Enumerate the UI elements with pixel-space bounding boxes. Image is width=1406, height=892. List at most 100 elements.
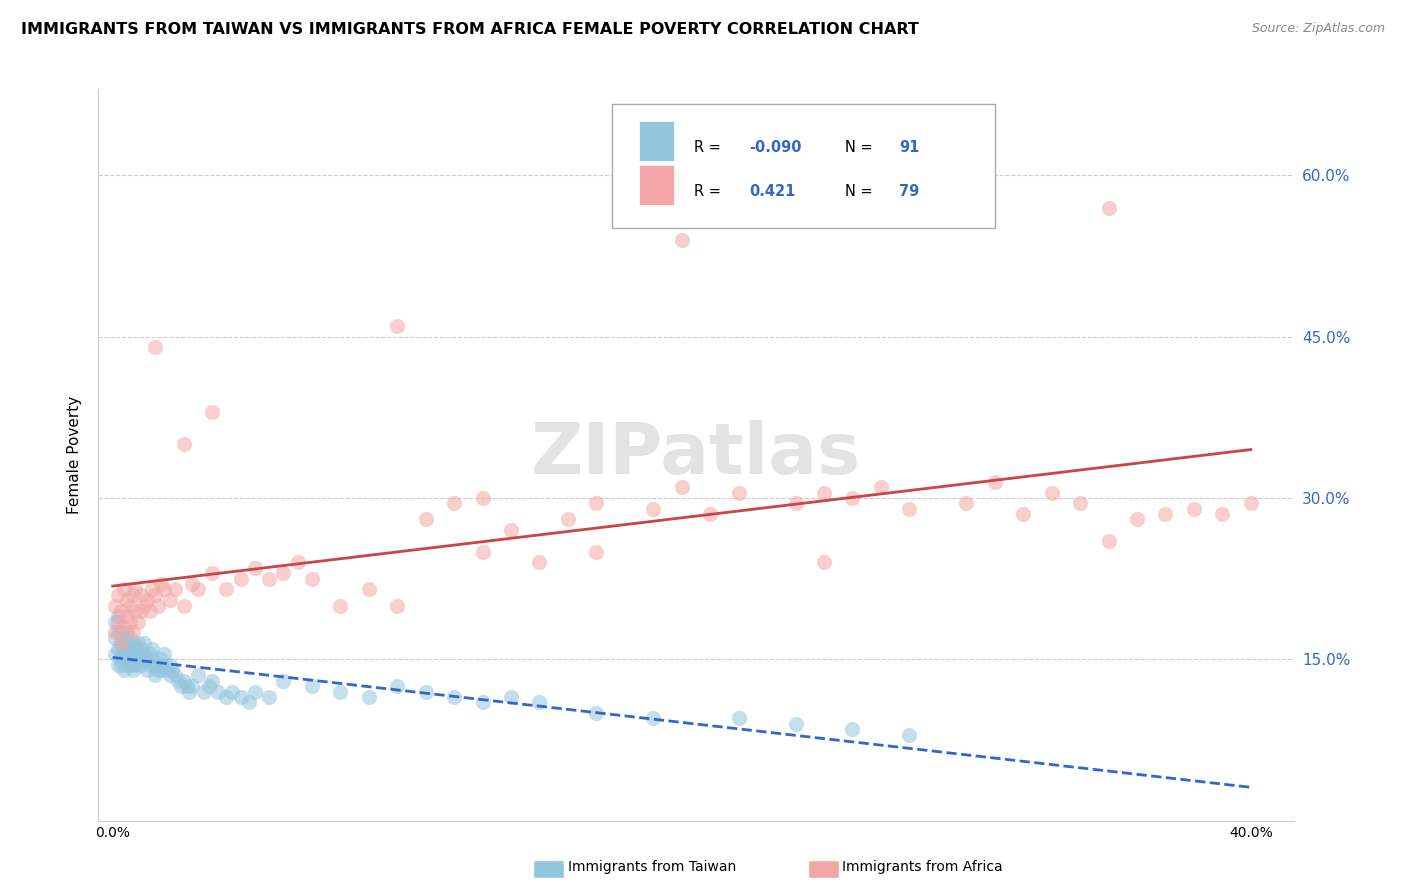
Text: ZIPatlas: ZIPatlas	[531, 420, 860, 490]
Point	[127, 636, 149, 650]
Point	[984, 475, 1007, 489]
Point	[159, 657, 181, 672]
Point	[115, 647, 138, 661]
Point	[167, 673, 190, 688]
Point	[557, 512, 579, 526]
Point	[215, 582, 238, 597]
Point	[329, 684, 352, 698]
Point	[118, 641, 141, 656]
Point	[181, 577, 204, 591]
Point	[727, 711, 749, 725]
Point	[129, 641, 152, 656]
Point	[138, 657, 160, 672]
Point	[132, 599, 155, 613]
Point	[1126, 512, 1149, 526]
Point	[153, 647, 176, 661]
Point	[162, 663, 184, 677]
Point	[385, 599, 409, 613]
Point	[287, 556, 309, 570]
Text: N =: N =	[845, 140, 877, 155]
Point	[141, 582, 163, 597]
Point	[110, 604, 132, 618]
Point	[243, 561, 266, 575]
Point	[115, 609, 138, 624]
Point	[115, 636, 138, 650]
Point	[170, 679, 193, 693]
Point	[150, 577, 173, 591]
Point	[115, 625, 138, 640]
Point	[129, 652, 152, 666]
Point	[132, 636, 155, 650]
Point	[107, 625, 129, 640]
Point	[165, 668, 187, 682]
Point	[121, 663, 143, 677]
Point	[118, 657, 141, 672]
Bar	[638, 120, 675, 161]
Point	[129, 588, 152, 602]
Point	[301, 679, 323, 693]
Point	[955, 496, 977, 510]
Point	[357, 582, 380, 597]
Point	[699, 507, 721, 521]
Point	[813, 556, 835, 570]
Point	[529, 695, 551, 709]
Point	[671, 480, 693, 494]
Point	[121, 652, 143, 666]
Point	[124, 604, 146, 618]
Point	[193, 684, 215, 698]
Point	[143, 657, 166, 672]
Point	[443, 496, 465, 510]
Point	[1182, 501, 1205, 516]
Point	[156, 663, 179, 677]
Point	[173, 437, 195, 451]
Point	[124, 657, 146, 672]
Point	[112, 582, 135, 597]
Text: IMMIGRANTS FROM TAIWAN VS IMMIGRANTS FROM AFRICA FEMALE POVERTY CORRELATION CHAR: IMMIGRANTS FROM TAIWAN VS IMMIGRANTS FRO…	[21, 22, 920, 37]
Point	[148, 599, 170, 613]
Point	[187, 668, 209, 682]
Point	[585, 496, 607, 510]
Point	[115, 647, 138, 661]
Point	[173, 673, 195, 688]
Text: Source: ZipAtlas.com: Source: ZipAtlas.com	[1251, 22, 1385, 36]
Point	[181, 679, 204, 693]
Point	[127, 615, 149, 629]
Point	[671, 233, 693, 247]
Point	[229, 572, 252, 586]
Text: R =: R =	[693, 140, 725, 155]
Point	[118, 615, 141, 629]
Point	[898, 501, 921, 516]
Point	[1097, 201, 1119, 215]
Point	[898, 728, 921, 742]
Point	[143, 668, 166, 682]
Point	[127, 657, 149, 672]
Y-axis label: Female Poverty: Female Poverty	[67, 396, 83, 514]
Point	[443, 690, 465, 704]
Point	[121, 647, 143, 661]
Point	[153, 582, 176, 597]
Point	[1240, 496, 1263, 510]
Point	[110, 652, 132, 666]
Point	[301, 572, 323, 586]
Point	[1040, 485, 1063, 500]
Point	[243, 684, 266, 698]
Point	[329, 599, 352, 613]
Point	[110, 625, 132, 640]
Point	[104, 647, 127, 661]
Point	[148, 663, 170, 677]
Point	[1012, 507, 1035, 521]
Point	[643, 711, 665, 725]
Point	[585, 706, 607, 720]
Point	[207, 684, 229, 698]
Point	[415, 512, 437, 526]
Point	[104, 599, 127, 613]
Point	[357, 690, 380, 704]
Point	[121, 636, 143, 650]
Point	[165, 582, 187, 597]
Point	[870, 480, 893, 494]
Point	[471, 695, 494, 709]
Point	[471, 491, 494, 505]
Point	[176, 679, 198, 693]
Point	[198, 679, 221, 693]
Point	[143, 588, 166, 602]
